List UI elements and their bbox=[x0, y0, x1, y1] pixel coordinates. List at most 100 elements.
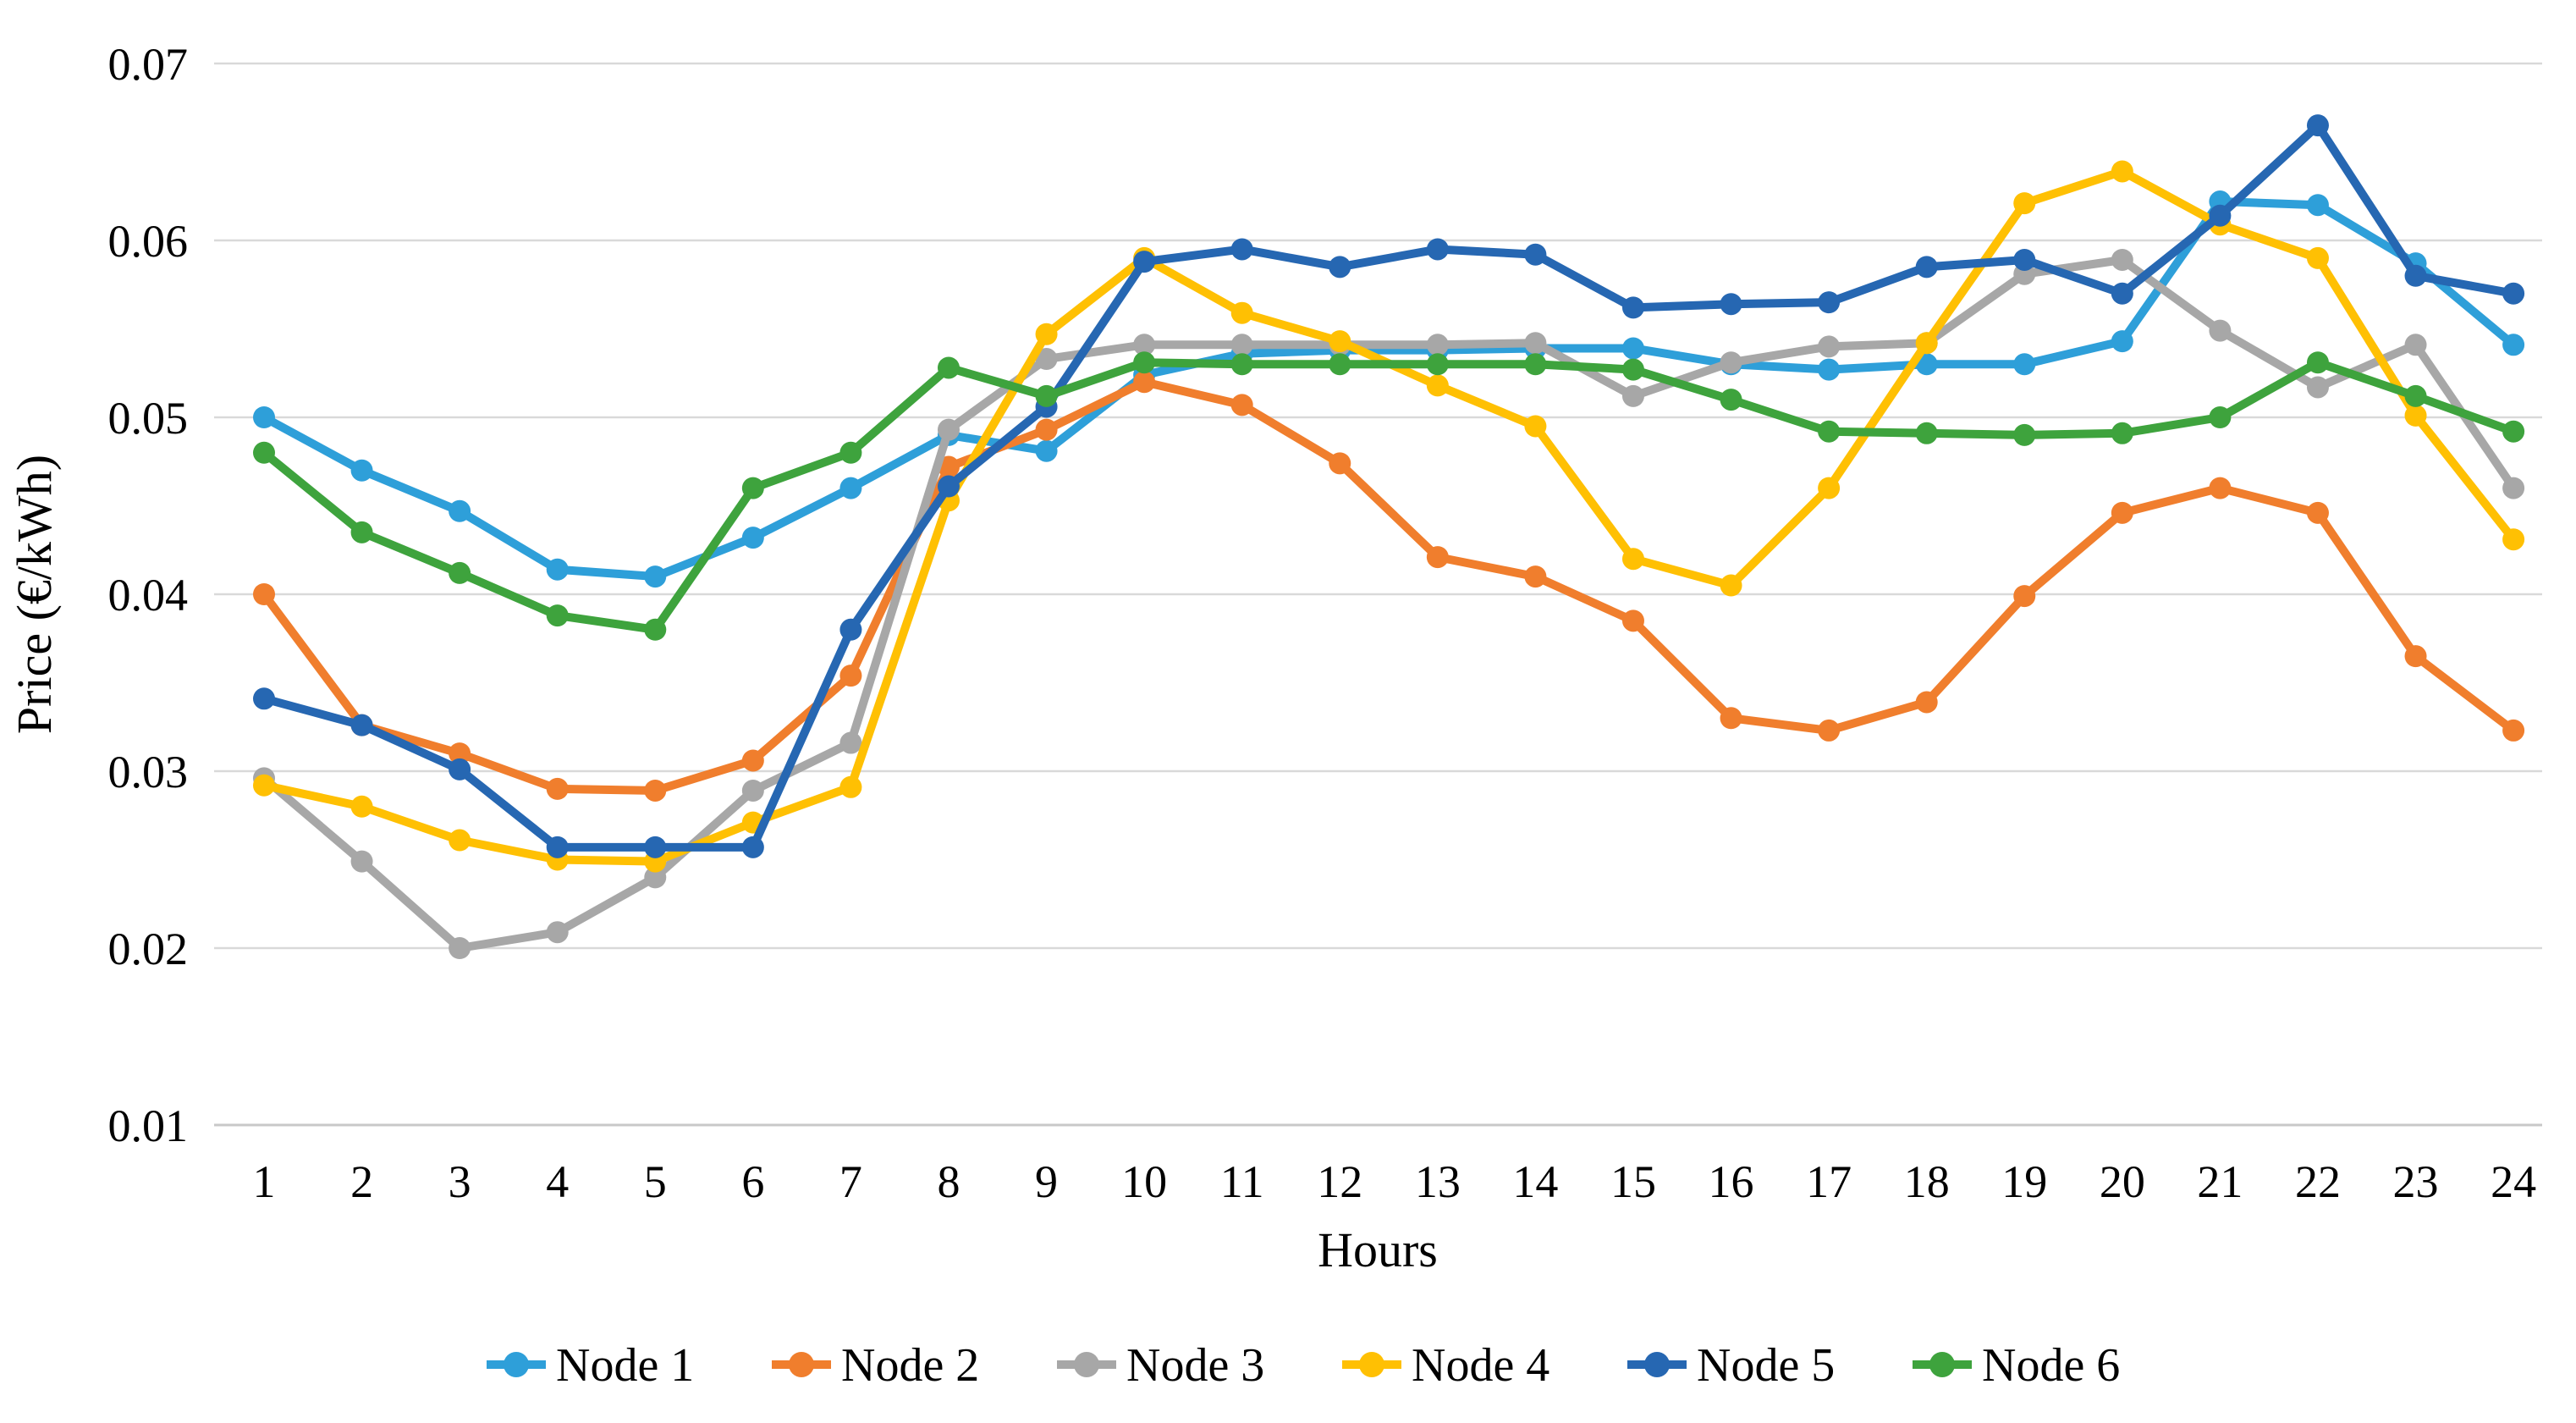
series-marker-node-4-h15 bbox=[1621, 548, 1644, 571]
legend-label-node-4: Node 4 bbox=[1412, 1339, 1549, 1392]
series-marker-node-6-h17 bbox=[1818, 420, 1841, 443]
series-marker-node-3-h23 bbox=[2404, 334, 2427, 356]
series-marker-node-3-h8 bbox=[937, 418, 960, 441]
series-marker-node-4-h23 bbox=[2404, 404, 2427, 427]
series-marker-node-5-h23 bbox=[2404, 264, 2427, 287]
series-node-4 bbox=[253, 160, 2525, 873]
x-tick-label-11: 11 bbox=[1220, 1156, 1264, 1207]
series-marker-node-3-h7 bbox=[839, 731, 862, 754]
series-marker-node-5-h22 bbox=[2306, 114, 2329, 137]
series-marker-node-5-h18 bbox=[1915, 256, 1938, 279]
series-marker-node-6-h5 bbox=[644, 618, 667, 641]
series-marker-node-5-h8 bbox=[937, 475, 960, 498]
legend-item-node-1: Node 1 bbox=[487, 1339, 694, 1392]
series-marker-node-4-h18 bbox=[1915, 332, 1938, 355]
x-tick-label-12: 12 bbox=[1317, 1156, 1362, 1207]
series-marker-node-5-h2 bbox=[350, 714, 373, 736]
series-node-5 bbox=[253, 114, 2525, 858]
series-marker-node-1-h19 bbox=[2013, 353, 2036, 376]
series-marker-node-1-h22 bbox=[2306, 194, 2329, 217]
series-marker-node-5-h11 bbox=[1230, 238, 1253, 261]
legend-item-node-4: Node 4 bbox=[1342, 1339, 1549, 1392]
series-marker-node-5-h24 bbox=[2502, 282, 2525, 305]
legend-label-node-5: Node 5 bbox=[1697, 1339, 1835, 1392]
series-marker-node-1-h6 bbox=[741, 527, 764, 549]
series-marker-node-1-h20 bbox=[2111, 330, 2133, 353]
series-marker-node-5-h17 bbox=[1818, 291, 1841, 314]
series-marker-node-6-h7 bbox=[839, 441, 862, 464]
series-marker-node-2-h1 bbox=[253, 583, 275, 605]
series-marker-node-5-h19 bbox=[2013, 248, 2036, 271]
x-tick-label-5: 5 bbox=[644, 1156, 667, 1207]
y-axis-title: Price (€/kWh) bbox=[7, 455, 62, 734]
legend-label-node-3: Node 3 bbox=[1126, 1339, 1264, 1392]
series-marker-node-1-h4 bbox=[546, 558, 569, 581]
series-marker-node-3-h11 bbox=[1230, 334, 1253, 356]
series-marker-node-6-h2 bbox=[350, 521, 373, 543]
series-marker-node-1-h3 bbox=[449, 499, 471, 522]
series-marker-node-6-h16 bbox=[1720, 389, 1742, 411]
x-tick-label-24: 24 bbox=[2491, 1156, 2536, 1207]
series-marker-node-1-h17 bbox=[1818, 358, 1841, 381]
legend-item-node-5: Node 5 bbox=[1627, 1339, 1835, 1392]
y-tick-label-0.05: 0.05 bbox=[108, 393, 189, 444]
series-marker-node-3-h20 bbox=[2111, 248, 2133, 271]
series-marker-node-4-h3 bbox=[449, 829, 471, 852]
series-marker-node-4-h9 bbox=[1035, 323, 1058, 345]
series-marker-node-3-h9 bbox=[1035, 348, 1058, 371]
series-marker-node-3-h6 bbox=[741, 779, 764, 802]
series-marker-node-2-h6 bbox=[741, 749, 764, 772]
data-series bbox=[253, 114, 2525, 959]
series-node-3 bbox=[253, 248, 2525, 959]
series-marker-node-6-h9 bbox=[1035, 384, 1058, 407]
series-marker-node-6-h10 bbox=[1133, 351, 1156, 374]
series-marker-node-3-h15 bbox=[1621, 384, 1644, 407]
series-marker-node-3-h2 bbox=[350, 850, 373, 873]
series-marker-node-6-h4 bbox=[546, 604, 569, 627]
series-marker-node-3-h17 bbox=[1818, 335, 1841, 358]
series-marker-node-3-h3 bbox=[449, 937, 471, 959]
series-marker-node-5-h12 bbox=[1329, 256, 1351, 279]
x-tick-label-8: 8 bbox=[937, 1156, 960, 1207]
series-marker-node-6-h14 bbox=[1524, 353, 1547, 376]
series-marker-node-2-h7 bbox=[839, 665, 862, 687]
legend-marker-dot-node-2 bbox=[789, 1352, 814, 1377]
series-marker-node-5-h16 bbox=[1720, 293, 1742, 316]
series-marker-node-5-h14 bbox=[1524, 243, 1547, 266]
series-marker-node-2-h19 bbox=[2013, 585, 2036, 608]
series-marker-node-4-h11 bbox=[1230, 301, 1253, 324]
y-tick-label-0.01: 0.01 bbox=[108, 1100, 189, 1151]
gridlines bbox=[214, 62, 2542, 1127]
series-marker-node-2-h23 bbox=[2404, 645, 2427, 668]
series-node-1 bbox=[253, 190, 2525, 588]
series-marker-node-2-h3 bbox=[449, 742, 471, 765]
series-marker-node-5-h1 bbox=[253, 687, 275, 710]
x-tick-label-23: 23 bbox=[2393, 1156, 2439, 1207]
series-marker-node-2-h14 bbox=[1524, 565, 1547, 588]
series-node-6 bbox=[253, 351, 2525, 641]
y-tick-label-0.07: 0.07 bbox=[108, 39, 189, 90]
x-tick-label-1: 1 bbox=[253, 1156, 276, 1207]
series-marker-node-6-h1 bbox=[253, 441, 275, 464]
series-marker-node-2-h13 bbox=[1426, 546, 1449, 569]
series-line-node-4 bbox=[260, 167, 2518, 866]
series-marker-node-3-h10 bbox=[1133, 334, 1156, 356]
series-marker-node-5-h20 bbox=[2111, 282, 2133, 305]
series-marker-node-4-h14 bbox=[1524, 415, 1547, 438]
legend-marker-dot-node-1 bbox=[504, 1352, 529, 1377]
series-marker-node-5-h13 bbox=[1426, 238, 1449, 261]
series-line-node-2 bbox=[260, 378, 2518, 795]
series-marker-node-2-h12 bbox=[1329, 452, 1351, 475]
x-axis-title: Hours bbox=[1318, 1222, 1438, 1277]
x-tick-label-17: 17 bbox=[1806, 1156, 1852, 1207]
series-marker-node-2-h15 bbox=[1621, 609, 1644, 632]
legend-marker-dot-node-5 bbox=[1644, 1352, 1670, 1377]
series-marker-node-6-h21 bbox=[2209, 406, 2232, 428]
series-marker-node-3-h21 bbox=[2209, 319, 2232, 342]
series-marker-node-6-h19 bbox=[2013, 423, 2036, 446]
series-marker-node-6-h18 bbox=[1915, 422, 1938, 444]
series-marker-node-2-h11 bbox=[1230, 394, 1253, 416]
series-marker-node-6-h3 bbox=[449, 561, 471, 584]
x-tick-label-15: 15 bbox=[1610, 1156, 1656, 1207]
